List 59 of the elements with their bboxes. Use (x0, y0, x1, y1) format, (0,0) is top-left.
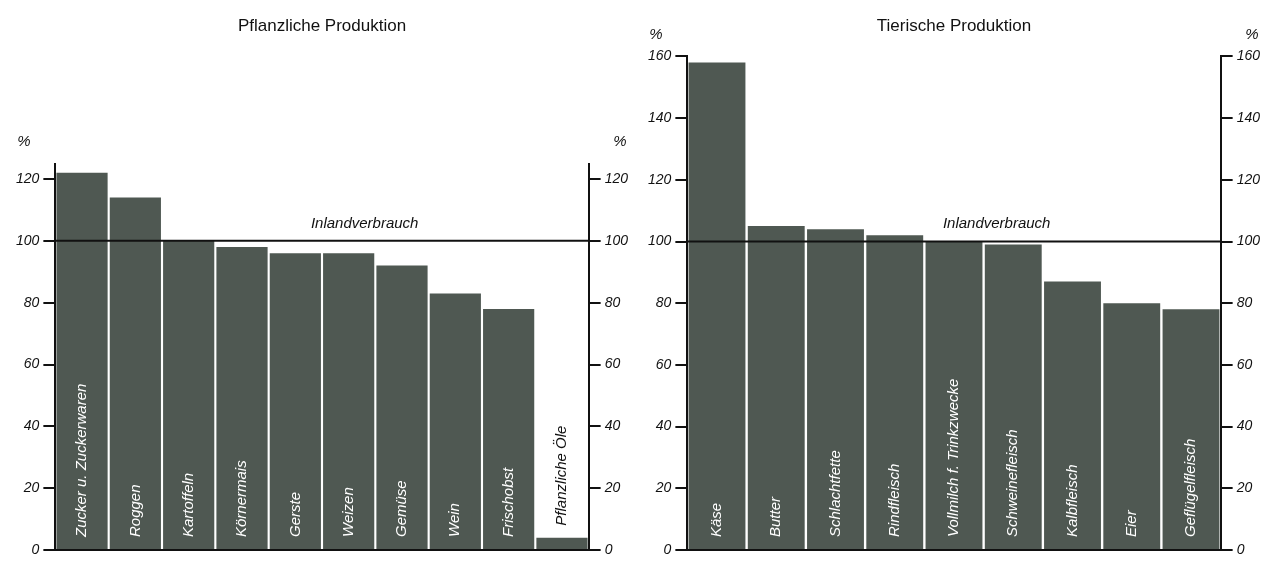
y-tick-label: 40 (23, 417, 40, 434)
y-tick-label: 40 (655, 417, 672, 434)
y2-tick-label: 120 (1236, 170, 1261, 187)
x-tick-label: Vollmilch f. Trinkzwecke (944, 378, 962, 537)
y-axis-title: % (649, 25, 663, 43)
x-tick-label: Kartoffeln (178, 472, 196, 537)
y2-tick-label: 40 (604, 417, 621, 434)
x-tick-label: Rindfleisch (884, 463, 902, 537)
x-tick-label: Kalbfleisch (1062, 464, 1080, 537)
y2-tick-label: 100 (1236, 232, 1261, 249)
y2-tick-label: 80 (1236, 294, 1253, 311)
y2-tick-label: 20 (603, 479, 621, 496)
y2-axis-title: % (613, 132, 627, 150)
x-tick-label: Schweinefleisch (1003, 429, 1021, 537)
y2-tick-label: 60 (604, 355, 621, 372)
y2-tick-label: 20 (1235, 479, 1253, 496)
y2-tick-label: 140 (1236, 108, 1261, 125)
y-tick-label: 0 (31, 540, 40, 557)
x-tick-label: Pflanzliche Öle (552, 425, 570, 526)
ref-line-label: Inlandverbrauch (310, 213, 419, 231)
y2-tick-label: 0 (1236, 540, 1245, 557)
x-tick-label: Gemüse (392, 480, 410, 537)
x-tick-label: Körnermais (232, 459, 250, 537)
x-tick-label: Butter (766, 495, 784, 537)
y-tick-label: 120 (648, 170, 672, 187)
y-tick-label: 60 (23, 355, 40, 372)
x-tick-label: Roggen (125, 484, 143, 537)
ref-line-label: Inlandverbrauch (942, 214, 1051, 232)
chart-title: Pflanzliche Produktion (237, 15, 407, 35)
y-tick-label: 20 (654, 479, 672, 496)
y-tick-label: 80 (23, 293, 40, 310)
y-tick-label: 140 (648, 108, 672, 125)
x-tick-label: Wein (445, 503, 463, 537)
x-tick-label: Geflügelfleisch (1181, 438, 1199, 537)
x-tick-label: Schlachtfette (825, 450, 843, 537)
y-tick-label: 120 (16, 169, 40, 186)
y-tick-label: 100 (648, 232, 672, 249)
y2-tick-label: 80 (604, 293, 621, 310)
x-tick-label: Käse (707, 502, 725, 537)
y-tick-label: 20 (22, 479, 40, 496)
y-tick-label: 160 (648, 47, 672, 64)
y-tick-label: 0 (663, 540, 672, 557)
y2-tick-label: 120 (604, 169, 629, 186)
y-tick-label: 100 (16, 231, 40, 248)
chart-title: Tierische Produktion (876, 15, 1032, 35)
y2-tick-label: 100 (604, 231, 629, 248)
x-tick-label: Frischobst (498, 466, 516, 537)
x-tick-label: Eier (1121, 509, 1139, 537)
y2-tick-label: 0 (604, 540, 613, 557)
x-tick-label: Gerste (285, 491, 303, 537)
y2-axis-title: % (1245, 25, 1259, 43)
y-tick-label: 80 (655, 294, 672, 311)
y2-tick-label: 60 (1236, 355, 1253, 372)
x-tick-label: Zucker u. Zuckerwaren (72, 383, 90, 538)
y-tick-label: 60 (655, 355, 672, 372)
x-tick-label: Weizen (338, 487, 356, 537)
y2-tick-label: 40 (1236, 417, 1253, 434)
y-axis-title: % (17, 132, 31, 150)
y2-tick-label: 160 (1236, 47, 1261, 64)
